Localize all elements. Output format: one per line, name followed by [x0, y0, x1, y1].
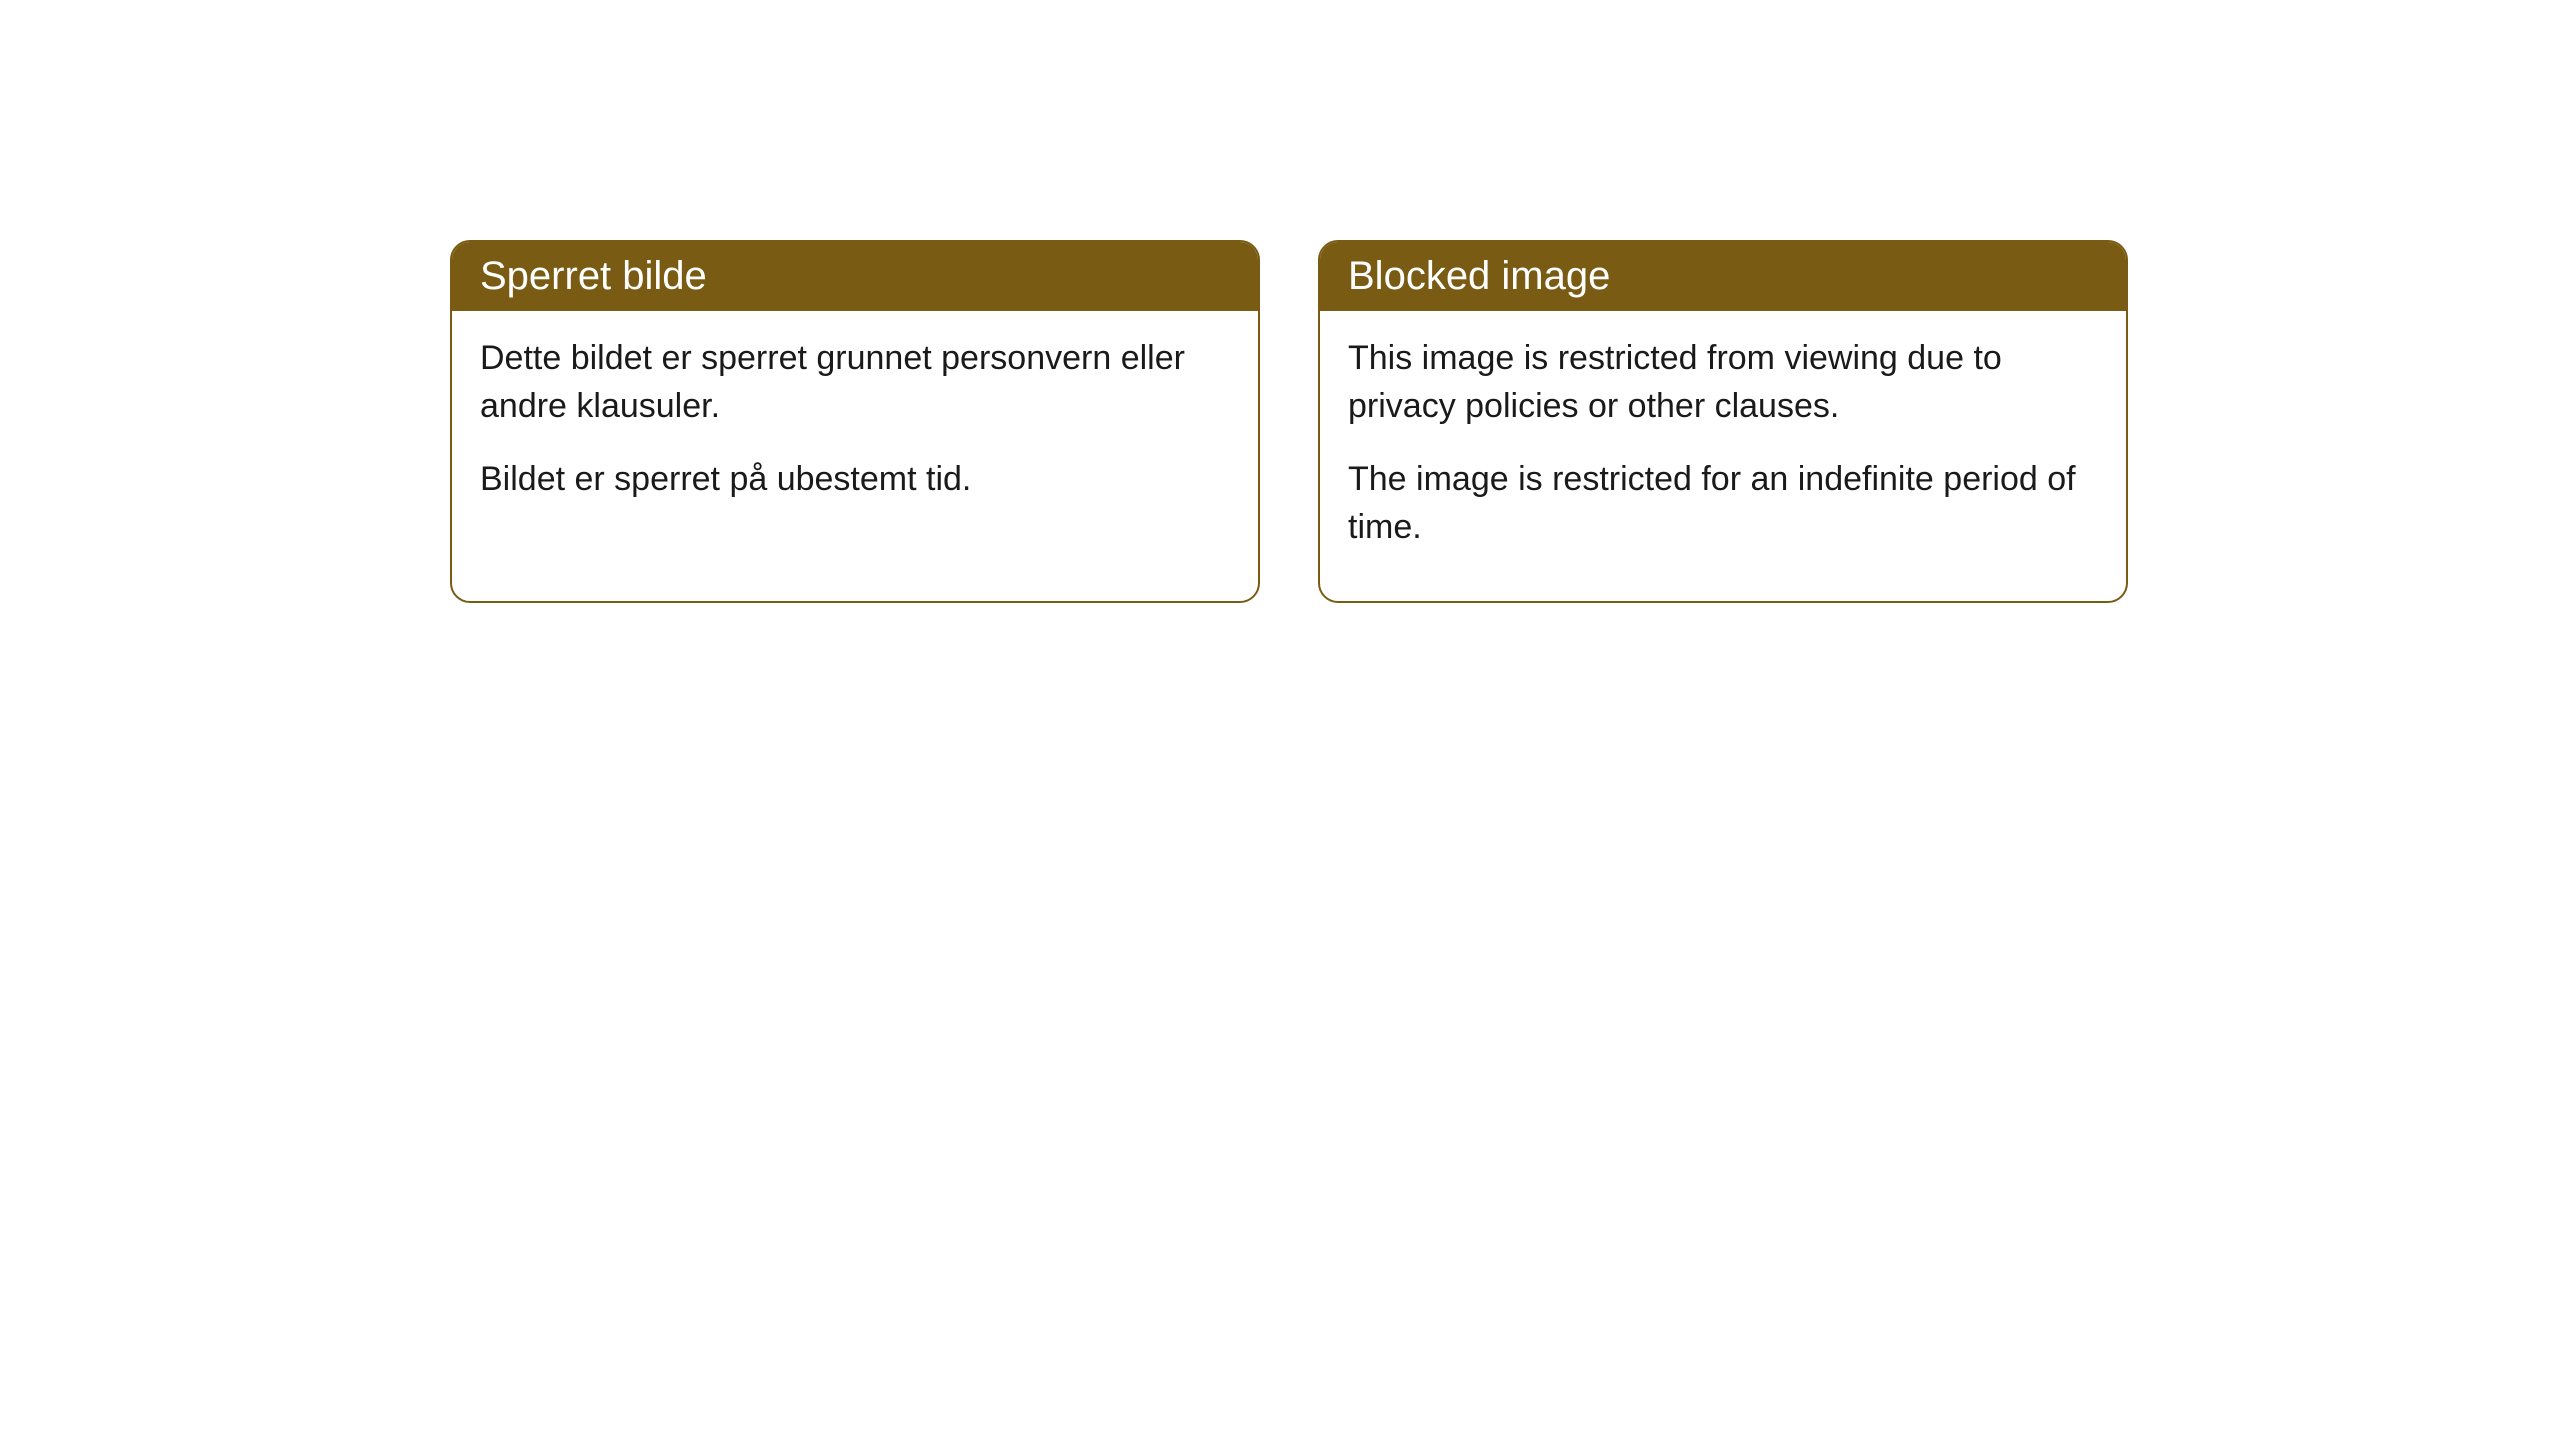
notice-title-english: Blocked image — [1348, 254, 1610, 298]
notice-body-norwegian: Dette bildet er sperret grunnet personve… — [452, 311, 1258, 554]
notice-card-norwegian: Sperret bilde Dette bildet er sperret gr… — [450, 240, 1260, 603]
notice-title-norwegian: Sperret bilde — [480, 254, 707, 298]
notice-paragraph-1-norwegian: Dette bildet er sperret grunnet personve… — [480, 335, 1230, 430]
notice-card-english: Blocked image This image is restricted f… — [1318, 240, 2128, 603]
notice-body-english: This image is restricted from viewing du… — [1320, 311, 2126, 601]
notice-header-english: Blocked image — [1320, 242, 2126, 311]
notice-paragraph-2-norwegian: Bildet er sperret på ubestemt tid. — [480, 456, 1230, 504]
notice-container: Sperret bilde Dette bildet er sperret gr… — [450, 240, 2128, 603]
notice-paragraph-1-english: This image is restricted from viewing du… — [1348, 335, 2098, 430]
notice-paragraph-2-english: The image is restricted for an indefinit… — [1348, 456, 2098, 551]
notice-header-norwegian: Sperret bilde — [452, 242, 1258, 311]
